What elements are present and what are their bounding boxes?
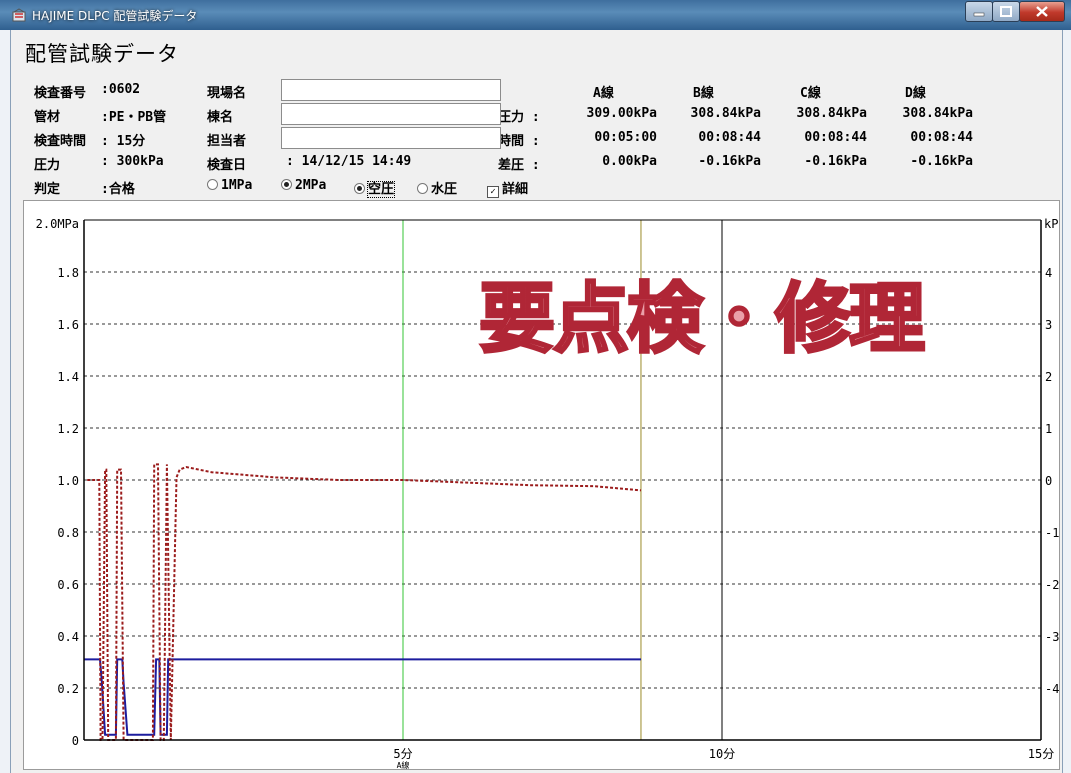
pressure-d: 308.84kPa: [902, 106, 973, 121]
building-name-field[interactable]: [281, 103, 501, 125]
minimize-icon: [973, 12, 985, 17]
site-label: 現場名: [207, 86, 247, 101]
header-b: B線: [693, 86, 714, 101]
pressure-chart: 2.0MPa 1.8 1.6 1.4 1.2 1.0 0.8 0.6 0.4 0.2 0 4 3 2 1 0 -…: [23, 200, 1060, 770]
y-left-tick-label: 0.2: [57, 682, 79, 696]
y-right-tick-label: -2: [1045, 578, 1059, 592]
date-value: : 14/12/15 14:49: [286, 154, 412, 169]
time-a: 00:05:00: [594, 130, 657, 145]
radio-1mpa-indicator: [207, 179, 218, 190]
marker-label: A線: [397, 760, 410, 769]
material-label: 管材: [34, 110, 61, 125]
title-bar[interactable]: HAJIME DLPC 配管試験データ: [0, 0, 1071, 30]
radio-air[interactable]: 空圧: [354, 178, 396, 198]
y-left-tick-label: 0.8: [57, 526, 79, 540]
time-d: 00:08:44: [910, 130, 973, 145]
y-right-tick-label: 1: [1045, 422, 1052, 436]
inspection-no-value: :0602: [101, 82, 141, 97]
judgement-value: :合格: [101, 182, 135, 197]
pressure-c: 308.84kPa: [796, 106, 867, 121]
y-right-tick-label: -1: [1045, 526, 1059, 540]
pressure-a: 309.00kPa: [586, 106, 657, 121]
person-label: 担当者: [207, 134, 247, 149]
window-title: HAJIME DLPC 配管試験データ: [32, 9, 198, 23]
time-value: : 15分: [101, 134, 146, 149]
y-right-tick-label: -4: [1045, 682, 1059, 696]
close-button[interactable]: [1019, 1, 1065, 22]
pressure-value: : 300kPa: [101, 154, 164, 169]
y-left-tick-label: 0.4: [57, 630, 79, 644]
y-left-tick-label: 1.0: [57, 474, 79, 488]
diff-b: -0.16kPa: [698, 154, 761, 169]
y-right-tick-label: 2: [1045, 370, 1052, 384]
y-left-tick-label: 0.6: [57, 578, 79, 592]
y-left-tick-label: 1.4: [57, 370, 79, 384]
header-d: D線: [905, 86, 926, 101]
maximize-button[interactable]: [992, 1, 1020, 22]
row-time-label: 時間 :: [498, 134, 540, 149]
inspection-no-label: 検査番号: [34, 86, 87, 101]
radio-2mpa-label: 2MPa: [295, 178, 327, 193]
radio-air-indicator: [354, 183, 365, 194]
header-a: A線: [593, 86, 614, 101]
x-tick-label: 15分: [1028, 747, 1054, 761]
person-field[interactable]: [281, 127, 501, 149]
radio-water-indicator: [417, 183, 428, 194]
client-area: 配管試験データ 検査番号 :0602 管材 :PE・PB管 検査時間 : 15分…: [10, 30, 1063, 773]
radio-air-label: 空圧: [366, 181, 396, 198]
diff-c: -0.16kPa: [804, 154, 867, 169]
header-c: C線: [800, 86, 821, 101]
site-name-field[interactable]: [281, 79, 501, 101]
detail-checkbox[interactable]: ✓ 詳細: [487, 178, 528, 198]
y-right-tick-label: 4: [1045, 266, 1052, 280]
date-label: 検査日: [207, 158, 247, 173]
pressure-label: 圧力: [34, 158, 61, 173]
diff-d: -0.16kPa: [910, 154, 973, 169]
chart-series: [84, 463, 642, 741]
chart-canvas: 2.0MPa 1.8 1.6 1.4 1.2 1.0 0.8 0.6 0.4 0.2 0 4 3 2 1 0 -…: [36, 217, 1059, 769]
y-right-unit-label: kPa: [1044, 217, 1059, 231]
y-left-tick-label: 0: [72, 734, 79, 748]
radio-water-label: 水圧: [431, 182, 458, 197]
series-line: [87, 463, 642, 741]
judgement-label: 判定: [34, 182, 61, 197]
repair-stamp: 要点検・修理: [478, 273, 927, 365]
close-icon: [1036, 6, 1048, 17]
detail-label: 詳細: [502, 182, 529, 197]
pressure-b: 308.84kPa: [690, 106, 761, 121]
row-diff-label: 差圧 :: [498, 158, 540, 173]
y-left-tick-label: 1.6: [57, 318, 79, 332]
series-line: [84, 658, 641, 736]
y-left-tick-label: 1.2: [57, 422, 79, 436]
building-label: 棟名: [207, 110, 234, 125]
material-value: :PE・PB管: [101, 110, 167, 125]
row-pressure-label: 圧力 :: [498, 110, 540, 125]
diff-a: 0.00kPa: [602, 154, 657, 169]
marker-label: B線: [635, 768, 648, 769]
chart-axes: [83, 219, 1042, 741]
radio-2mpa-indicator: [281, 179, 292, 190]
radio-1mpa[interactable]: 1MPa: [207, 178, 252, 193]
time-label: 検査時間: [34, 134, 87, 149]
maximize-icon: [1000, 6, 1012, 17]
y-right-tick-label: -3: [1045, 630, 1059, 644]
app-icon: [12, 8, 26, 22]
x-tick-label: 5分: [393, 747, 412, 761]
radio-water[interactable]: 水圧: [417, 178, 457, 197]
checkmark-icon: ✓: [487, 186, 499, 198]
x-tick-label: 10分: [709, 747, 735, 761]
y-left-tick-label: 2.0MPa: [36, 217, 79, 231]
y-left-tick-label: 1.8: [57, 266, 79, 280]
page-title: 配管試験データ: [25, 42, 179, 66]
radio-2mpa[interactable]: 2MPa: [281, 178, 326, 193]
radio-1mpa-label: 1MPa: [221, 178, 253, 193]
minimize-button[interactable]: [965, 1, 993, 22]
time-c: 00:08:44: [804, 130, 867, 145]
chart-labels: 2.0MPa 1.8 1.6 1.4 1.2 1.0 0.8 0.6 0.4 0.2 0 4 3 2 1 0 -…: [36, 217, 1059, 769]
y-right-tick-label: 3: [1045, 318, 1052, 332]
y-right-tick-label: 0: [1045, 474, 1052, 488]
time-b: 00:08:44: [698, 130, 761, 145]
